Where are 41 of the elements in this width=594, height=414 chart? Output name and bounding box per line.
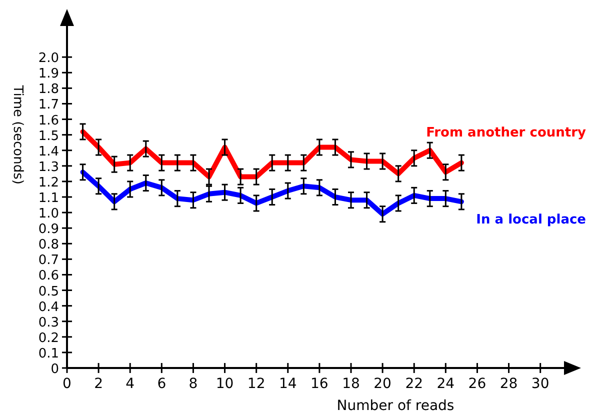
y-tick-label: 0: [50, 362, 59, 377]
y-axis-title: Time (seconds): [10, 84, 25, 184]
y-tick-label: 0.7: [38, 253, 59, 268]
y-tick-label: 1.2: [38, 175, 59, 190]
y-tick-label: 2.0: [38, 51, 59, 66]
x-tick-label: 4: [126, 376, 135, 392]
x-tick-label: 30: [531, 376, 550, 392]
series-label: From another country: [426, 125, 587, 140]
x-tick-label: 14: [278, 376, 297, 392]
y-tick-label: 1.5: [38, 128, 59, 144]
y-tick-label: 0.4: [38, 300, 59, 315]
y-tick-label: 1.1: [38, 191, 59, 206]
x-tick-label: 22: [405, 376, 424, 392]
x-tick-label: 16: [310, 376, 328, 392]
x-tick-label: 12: [247, 376, 266, 392]
x-tick-label: 28: [500, 376, 518, 392]
series-label: In a local place: [476, 212, 586, 228]
y-tick-label: 1.7: [38, 98, 59, 113]
x-tick-label: 2: [94, 376, 104, 392]
y-tick-label: 1.8: [38, 82, 59, 98]
x-tick-label: 24: [436, 376, 455, 392]
x-tick-label: 10: [216, 376, 234, 392]
y-tick-label: 0.1: [38, 346, 59, 362]
x-tick-label: 18: [342, 376, 360, 392]
x-tick-label: 20: [374, 376, 392, 392]
y-tick-label: 1.4: [38, 144, 59, 160]
y-tick-label: 1.0: [38, 206, 59, 222]
x-tick-label: 8: [188, 376, 198, 392]
x-axis-title: Number of reads: [336, 398, 454, 414]
y-tick-label: 0.9: [38, 222, 59, 238]
x-tick-label: 0: [62, 376, 72, 392]
x-tick-label: 26: [468, 376, 486, 392]
y-tick-label: 1.6: [38, 113, 59, 128]
y-tick-label: 0.3: [38, 315, 59, 330]
y-tick-label: 0.6: [38, 268, 59, 284]
y-tick-label: 0.5: [38, 284, 59, 300]
y-tick-label: 0.8: [38, 238, 59, 253]
y-tick-label: 0.2: [38, 330, 59, 346]
x-tick-label: 6: [157, 376, 166, 392]
y-tick-label: 1.3: [38, 160, 59, 175]
y-tick-label: 1.9: [38, 66, 59, 82]
